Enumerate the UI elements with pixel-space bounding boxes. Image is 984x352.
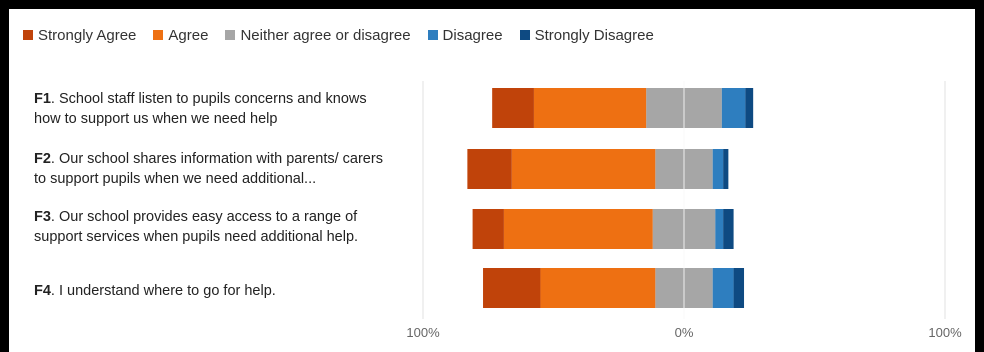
chart-legend: Strongly Agree Agree Neither agree or di… bbox=[23, 25, 671, 45]
category-label-f4: F4. I understand where to go for help. bbox=[34, 281, 394, 301]
legend-item-agree: Agree bbox=[153, 27, 208, 44]
category-text: . School staff listen to pupils concerns… bbox=[34, 91, 367, 127]
bar-segment-strongly-agree-f4 bbox=[483, 268, 541, 308]
legend-item-strongly-disagree: Strongly Disagree bbox=[519, 26, 654, 44]
plot-area: 100% 0% 100% bbox=[406, 81, 962, 340]
legend-label: Agree bbox=[168, 26, 209, 44]
bar-segment-strongly-disagree-f2 bbox=[723, 149, 729, 189]
category-label-f3: F3. Our school provides easy access to a… bbox=[34, 207, 394, 247]
category-code: F2 bbox=[34, 151, 51, 167]
bar-segment-strongly-agree-f1 bbox=[492, 88, 534, 128]
bar-segment-agree-f3 bbox=[503, 209, 653, 249]
category-code: F3 bbox=[34, 209, 51, 225]
category-text: . Our school shares information with par… bbox=[34, 151, 383, 187]
bar-segment-strongly-disagree-f1 bbox=[745, 88, 754, 128]
bar-segment-disagree-f2 bbox=[712, 149, 724, 189]
legend-swatch bbox=[225, 30, 236, 40]
category-text: . Our school provides easy access to a r… bbox=[34, 209, 359, 245]
bar-segment-agree-f1 bbox=[533, 88, 647, 128]
category-code: F1 bbox=[34, 91, 51, 107]
bar-segment-agree-f4 bbox=[540, 268, 656, 308]
bar-segment-disagree-f3 bbox=[715, 209, 724, 249]
category-code: F4 bbox=[34, 283, 51, 299]
x-tick-label: 0% bbox=[675, 325, 694, 340]
legend-label: Neither agree or disagree bbox=[240, 26, 411, 44]
x-tick-label: 100% bbox=[928, 325, 962, 340]
category-text: . I understand where to go for help. bbox=[50, 283, 276, 299]
bar-segment-strongly-disagree-f4 bbox=[733, 268, 745, 308]
legend-label: Strongly Disagree bbox=[534, 26, 654, 44]
legend-swatch bbox=[427, 30, 438, 40]
legend-label: Disagree bbox=[442, 26, 503, 44]
bar-segment-disagree-f4 bbox=[712, 268, 734, 308]
legend-swatch bbox=[519, 30, 530, 40]
legend-item-neither: Neither agree or disagree bbox=[225, 26, 411, 44]
legend-swatch bbox=[153, 30, 164, 40]
category-label-f2: F2. Our school shares information with p… bbox=[34, 149, 394, 189]
category-label-f1: F1. School staff listen to pupils concer… bbox=[34, 89, 394, 129]
bar-segment-agree-f2 bbox=[511, 149, 656, 189]
x-tick-label: 100% bbox=[406, 325, 440, 340]
legend-item-disagree: Disagree bbox=[427, 26, 503, 44]
bar-segment-strongly-disagree-f3 bbox=[723, 209, 734, 249]
legend-label: Strongly Agree bbox=[38, 26, 137, 44]
bar-segment-strongly-agree-f3 bbox=[472, 209, 504, 249]
legend-swatch bbox=[23, 30, 33, 40]
legend-item-strongly-agree: Strongly Agree bbox=[23, 27, 136, 44]
bar-segment-disagree-f1 bbox=[721, 88, 746, 128]
chart-frame: Strongly Agree Agree Neither agree or di… bbox=[9, 9, 975, 352]
bar-segment-strongly-agree-f2 bbox=[467, 149, 512, 189]
